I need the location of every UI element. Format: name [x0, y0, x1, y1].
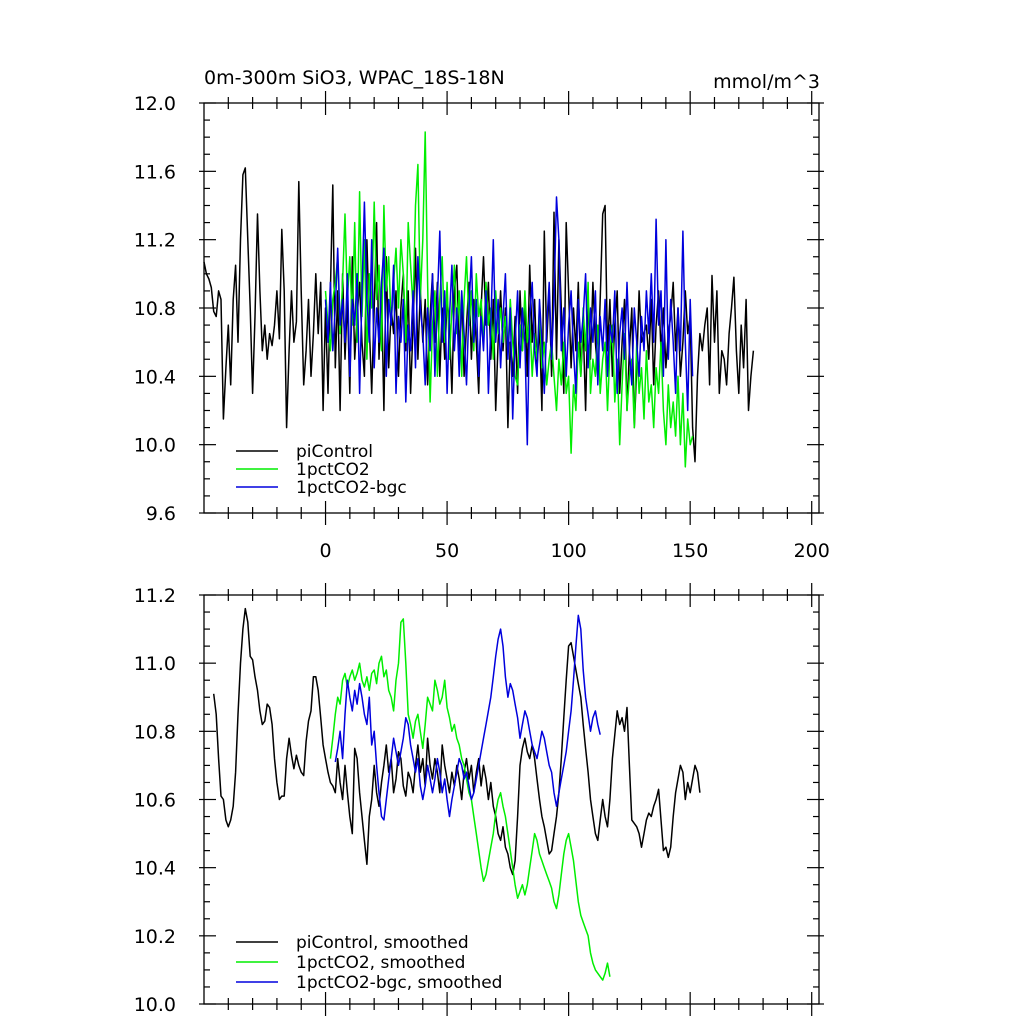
legend-label: piControl, smoothed — [296, 933, 469, 953]
top-panel: 0m-300m SiO3, WPAC_18S-18N mmol/m^3 9.6 1… — [134, 67, 830, 562]
y-tick-label: 10.4 — [134, 366, 176, 388]
units-label: mmol/m^3 — [713, 71, 820, 93]
x-tick-label: 200 — [794, 540, 830, 562]
legend-label: 1pctCO2-bgc — [296, 478, 407, 498]
y-tick-label: 10.8 — [134, 298, 176, 320]
y-tick-label: 10.4 — [134, 858, 176, 880]
y-tick-label: 10.2 — [134, 926, 176, 948]
series-line-0 — [212, 607, 701, 876]
chart-title: 0m-300m SiO3, WPAC_18S-18N — [204, 67, 505, 89]
y-tick-label: 11.0 — [134, 653, 176, 675]
bottom-panel: 10.0 10.2 10.4 10.6 10.8 11.0 11.2 piControl, … — [134, 583, 824, 1016]
top-series-lines — [203, 131, 755, 468]
y-tick-label: 12.0 — [134, 93, 176, 115]
y-tick-label: 11.2 — [134, 230, 176, 252]
y-tick-label: 11.6 — [134, 161, 176, 183]
series-line-2 — [334, 614, 601, 821]
x-tick-label: 100 — [550, 540, 586, 562]
y-tick-label: 9.6 — [146, 503, 176, 525]
y-tick-label: 10.0 — [134, 435, 176, 457]
legend-label: 1pctCO2 — [296, 460, 370, 480]
y-tick-label: 10.8 — [134, 721, 176, 743]
legend-label: 1pctCO2, smoothed — [296, 953, 465, 973]
x-tick-label: 50 — [435, 540, 459, 562]
legend-label: 1pctCO2-bgc, smoothed — [296, 973, 502, 993]
top-axis-ticks: 9.6 10.0 10.4 10.8 11.2 11.6 12.0 0 50 100 150 200 — [134, 91, 830, 562]
bottom-series-lines — [212, 607, 701, 981]
series-line-2 — [324, 196, 694, 446]
x-tick-label: 0 — [319, 540, 331, 562]
x-tick-label: 150 — [672, 540, 708, 562]
y-tick-label: 11.2 — [134, 585, 176, 607]
bottom-axis-ticks: 10.0 10.2 10.4 10.6 10.8 11.0 11.2 — [134, 583, 824, 1016]
legend-label: piControl — [296, 442, 373, 462]
y-tick-label: 10.6 — [134, 790, 176, 812]
y-tick-label: 10.0 — [134, 994, 176, 1016]
